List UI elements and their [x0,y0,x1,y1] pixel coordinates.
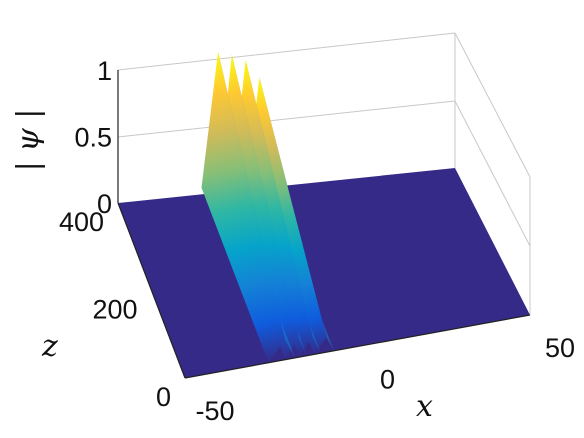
x-axis-label: x [416,389,433,424]
box-right-top [454,32,531,178]
ridge-face [232,59,313,358]
grid-z-half-back [117,100,456,138]
x-tick-label: 50 [545,333,575,363]
y-tick-label: 400 [59,207,104,237]
x-tick-label: 0 [380,365,395,395]
y-axis-line [117,202,186,379]
box-back-top [117,32,456,71]
axes-box [117,32,531,315]
z-tick-label: 0 [97,189,112,219]
ridge-4 [247,77,334,355]
z-tick-label: 1 [97,56,112,86]
surface-ridges [201,51,334,363]
x-tick-label: -50 [195,396,234,426]
ridge-1 [201,51,295,363]
grid-z-half-right [454,100,531,247]
ridge-face [247,77,327,355]
z-axis-label: | ψ | [11,109,46,172]
surface-floor [118,168,530,378]
y-axis-label: z [41,329,58,364]
ridge-3 [232,59,321,358]
ridge-face [218,54,299,360]
z-tick-label: 0.5 [74,123,112,153]
x-axis-line [184,314,531,379]
y-tick-label: 0 [156,382,171,412]
ridge-face [201,51,286,363]
y-tick-label: 200 [92,295,137,325]
ridge-2 [218,54,307,360]
